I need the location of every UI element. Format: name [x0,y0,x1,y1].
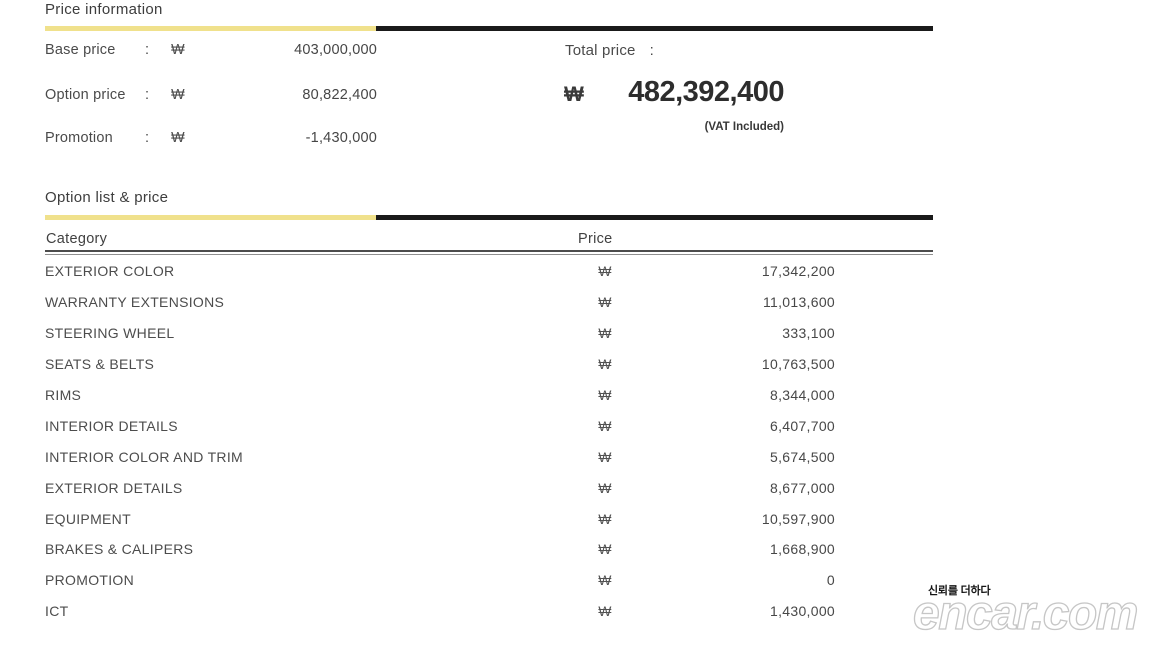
won-symbol: ₩ [598,448,612,465]
table-row: PROMOTION ₩ 0 [45,565,933,596]
won-symbol: ₩ [171,130,185,146]
option-price-label: Option price [45,87,126,103]
won-symbol: ₩ [598,479,612,496]
price-cell: 10,763,500 [761,356,835,373]
won-symbol: ₩ [564,83,584,106]
won-symbol: ₩ [598,510,612,527]
table-row: EXTERIOR COLOR ₩ 17,342,200 [45,256,933,287]
vat-included-note: (VAT Included) [704,121,784,133]
base-price-row: Base price : ₩ 403,000,000 [45,42,377,58]
divider-black-segment [376,215,933,220]
category-cell: SEATS & BELTS [45,356,155,373]
category-cell: BRAKES & CALIPERS [45,541,194,558]
price-column-header: Price [578,231,613,247]
price-cell: 8,344,000 [770,387,835,403]
table-row: ICT ₩ 1,430,000 [45,596,933,627]
won-symbol: ₩ [598,572,612,589]
category-cell: WARRANTY EXTENSIONS [45,294,225,311]
won-symbol: ₩ [598,417,612,434]
category-cell: PROMOTION [45,572,135,589]
colon: : [145,87,150,103]
colon: : [145,42,150,58]
total-price-row: ₩ 482,392,400 [564,76,785,109]
price-cell: 1,430,000 [770,603,835,620]
won-symbol: ₩ [171,87,185,103]
table-row: EQUIPMENT ₩ 10,597,900 [45,503,933,534]
promotion-row: Promotion : ₩ -1,430,000 [45,130,377,146]
table-row: BRAKES & CALIPERS ₩ 1,668,900 [45,534,933,565]
price-cell: 10,597,900 [761,510,835,527]
table-header-divider [45,250,933,255]
promotion-value: -1,430,000 [305,130,377,146]
category-cell: INTERIOR DETAILS [45,417,178,434]
total-price-label-text: Total price [565,42,636,59]
won-symbol: ₩ [598,356,612,373]
category-cell: EXTERIOR DETAILS [45,479,183,496]
option-price-row: Option price : ₩ 80,822,400 [45,87,377,103]
watermark-tagline: 신뢰를 더하다 [928,585,991,597]
won-symbol: ₩ [598,294,612,311]
category-cell: STEERING WHEEL [45,325,175,342]
price-cell: 8,677,000 [770,479,835,496]
category-cell: EQUIPMENT [45,510,131,527]
promotion-label: Promotion [45,130,113,146]
total-price-label: Total price: [565,42,654,59]
price-cell: 333,100 [782,325,835,342]
price-cell: 6,407,700 [770,417,835,434]
divider-black-segment [376,26,933,31]
table-row: INTERIOR COLOR AND TRIM ₩ 5,674,500 [45,441,933,472]
base-price-value: 403,000,000 [294,42,377,58]
price-cell: 5,674,500 [770,448,835,465]
option-table-body: EXTERIOR COLOR ₩ 17,342,200 WARRANTY EXT… [45,256,933,627]
colon: : [145,130,150,146]
table-row: INTERIOR DETAILS ₩ 6,407,700 [45,410,933,441]
price-cell: 0 [826,572,835,589]
category-cell: RIMS [45,387,82,403]
price-cell: 11,013,600 [762,294,835,311]
divider-yellow-segment [45,215,376,220]
table-row: RIMS ₩ 8,344,000 [45,380,933,411]
category-cell: EXTERIOR COLOR [45,263,175,280]
won-symbol: ₩ [598,387,612,403]
won-symbol: ₩ [171,42,185,58]
table-row: EXTERIOR DETAILS ₩ 8,677,000 [45,472,933,503]
section-divider [45,26,933,31]
option-list-title: Option list & price [45,189,169,206]
price-cell: 17,342,200 [761,263,835,280]
table-row: SEATS & BELTS ₩ 10,763,500 [45,349,933,380]
section-divider [45,215,933,220]
won-symbol: ₩ [598,263,612,280]
table-row: WARRANTY EXTENSIONS ₩ 11,013,600 [45,287,933,318]
price-cell: 1,668,900 [770,541,835,558]
colon: : [649,42,654,59]
category-column-header: Category [46,231,108,247]
category-cell: INTERIOR COLOR AND TRIM [45,448,243,465]
encar-logo: encar.com [912,587,1139,640]
base-price-label: Base price [45,42,116,58]
won-symbol: ₩ [598,541,612,558]
divider-yellow-segment [45,26,376,31]
option-price-value: 80,822,400 [302,87,377,103]
price-information-title: Price information [45,1,163,18]
category-cell: ICT [45,603,69,620]
won-symbol: ₩ [598,603,612,620]
won-symbol: ₩ [598,325,612,342]
total-price-value: 482,392,400 [628,76,784,108]
table-row: STEERING WHEEL ₩ 333,100 [45,318,933,349]
